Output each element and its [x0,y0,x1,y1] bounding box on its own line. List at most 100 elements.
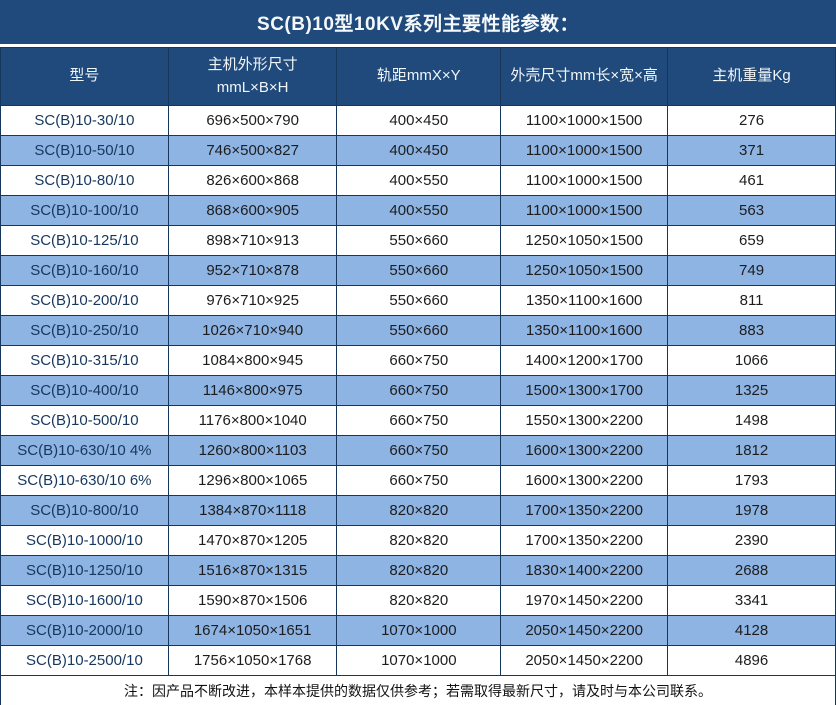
value-cell: 1350×1100×1600 [500,285,669,316]
table-row: SC(B)10-30/10 696×500×790 400×450 1100×1000… [0,105,836,136]
model-cell: SC(B)10-2500/10 [0,645,169,676]
model-cell: SC(B)10-315/10 [0,345,169,376]
model-cell: SC(B)10-250/10 [0,315,169,346]
table-row: SC(B)10-315/10 1084×800×945 660×750 1400×12… [0,345,836,376]
value-cell: 563 [667,195,836,226]
table-row: SC(B)10-100/10 868×600×905 400×550 1100×100… [0,195,836,226]
value-cell: 820×820 [336,555,502,586]
value-cell: 1100×1000×1500 [500,195,669,226]
model-cell: SC(B)10-80/10 [0,165,169,196]
value-cell: 550×660 [336,255,502,286]
value-cell: 1793 [667,465,836,496]
table-row: SC(B)10-400/10 1146×800×975 660×750 1500×13… [0,375,836,406]
table-row: SC(B)10-2000/10 1674×1050×1651 1070×1000 20… [0,615,836,646]
value-cell: 1260×800×1103 [167,435,338,466]
header-main-dimensions: 主机外形尺寸 mmL×B×H [167,47,338,106]
value-cell: 1756×1050×1768 [167,645,338,676]
table-row: SC(B)10-160/10 952×710×878 550×660 1250×105… [0,255,836,286]
value-cell: 550×660 [336,225,502,256]
value-cell: 1498 [667,405,836,436]
value-cell: 1470×870×1205 [167,525,338,556]
value-cell: 1500×1300×1700 [500,375,669,406]
value-cell: 749 [667,255,836,286]
table-row: SC(B)10-125/10 898×710×913 550×660 1250×105… [0,225,836,256]
model-cell: SC(B)10-1000/10 [0,525,169,556]
value-cell: 1674×1050×1651 [167,615,338,646]
value-cell: 1100×1000×1500 [500,165,669,196]
value-cell: 1970×1450×2200 [500,585,669,616]
value-cell: 1516×870×1315 [167,555,338,586]
value-cell: 1100×1000×1500 [500,105,669,136]
value-cell: 1100×1000×1500 [500,135,669,166]
value-cell: 400×450 [336,105,502,136]
header-model: 型号 [0,47,169,106]
table-row: SC(B)10-1250/10 1516×870×1315 820×820 1830×… [0,555,836,586]
value-cell: 400×550 [336,165,502,196]
value-cell: 2688 [667,555,836,586]
value-cell: 4896 [667,645,836,676]
table-row: SC(B)10-630/10 6% 1296×800×1065 660×750 160… [0,465,836,496]
value-cell: 811 [667,285,836,316]
table-row: SC(B)10-80/10 826×600×868 400×550 1100×1000… [0,165,836,196]
model-cell: SC(B)10-630/10 6% [0,465,169,496]
value-cell: 1070×1000 [336,645,502,676]
value-cell: 1812 [667,435,836,466]
table-row: SC(B)10-2500/10 1756×1050×1768 1070×1000 20… [0,645,836,676]
value-cell: 550×660 [336,285,502,316]
value-cell: 660×750 [336,405,502,436]
value-cell: 826×600×868 [167,165,338,196]
table-row: SC(B)10-800/10 1384×870×1118 820×820 1700×1… [0,495,836,526]
model-cell: SC(B)10-160/10 [0,255,169,286]
model-cell: SC(B)10-500/10 [0,405,169,436]
value-cell: 820×820 [336,495,502,526]
value-cell: 1325 [667,375,836,406]
table-row: SC(B)10-1600/10 1590×870×1506 820×820 1970×… [0,585,836,616]
value-cell: 1026×710×940 [167,315,338,346]
value-cell: 1070×1000 [336,615,502,646]
value-cell: 400×450 [336,135,502,166]
value-cell: 4128 [667,615,836,646]
model-cell: SC(B)10-630/10 4% [0,435,169,466]
value-cell: 276 [667,105,836,136]
header-enclosure-dimensions: 外壳尺寸mm长×宽×高 [500,47,669,106]
value-cell: 550×660 [336,315,502,346]
value-cell: 952×710×878 [167,255,338,286]
value-cell: 2050×1450×2200 [500,615,669,646]
table-header-row: 型号 主机外形尺寸 mmL×B×H 轨距mmX×Y 外壳尺寸mm长×宽×高 主机… [0,47,836,106]
value-cell: 3341 [667,585,836,616]
value-cell: 1590×870×1506 [167,585,338,616]
table-row: SC(B)10-1000/10 1470×870×1205 820×820 1700×… [0,525,836,556]
value-cell: 2390 [667,525,836,556]
value-cell: 898×710×913 [167,225,338,256]
table-row: SC(B)10-250/10 1026×710×940 550×660 1350×11… [0,315,836,346]
model-cell: SC(B)10-30/10 [0,105,169,136]
value-cell: 1176×800×1040 [167,405,338,436]
table-row: SC(B)10-200/10 976×710×925 550×660 1350×110… [0,285,836,316]
value-cell: 883 [667,315,836,346]
model-cell: SC(B)10-800/10 [0,495,169,526]
value-cell: 1146×800×975 [167,375,338,406]
value-cell: 1296×800×1065 [167,465,338,496]
value-cell: 976×710×925 [167,285,338,316]
header-rail-gauge: 轨距mmX×Y [336,47,502,106]
model-cell: SC(B)10-400/10 [0,375,169,406]
header-weight: 主机重量Kg [667,47,836,106]
value-cell: 400×550 [336,195,502,226]
value-cell: 2050×1450×2200 [500,645,669,676]
value-cell: 820×820 [336,525,502,556]
footer-row: 注：因产品不断改进，本样本提供的数据仅供参考；若需取得最新尺寸，请及时与本公司联… [0,675,836,705]
value-cell: 1084×800×945 [167,345,338,376]
model-cell: SC(B)10-125/10 [0,225,169,256]
value-cell: 461 [667,165,836,196]
value-cell: 696×500×790 [167,105,338,136]
value-cell: 1600×1300×2200 [500,435,669,466]
value-cell: 371 [667,135,836,166]
table-row: SC(B)10-50/10 746×500×827 400×450 1100×1000… [0,135,836,166]
page-title: SC(B)10型10KV系列主要性能参数： [0,0,836,44]
value-cell: 1700×1350×2200 [500,495,669,526]
footer-note: 注：因产品不断改进，本样本提供的数据仅供参考；若需取得最新尺寸，请及时与本公司联… [0,675,836,705]
value-cell: 1384×870×1118 [167,495,338,526]
value-cell: 659 [667,225,836,256]
model-cell: SC(B)10-1600/10 [0,585,169,616]
